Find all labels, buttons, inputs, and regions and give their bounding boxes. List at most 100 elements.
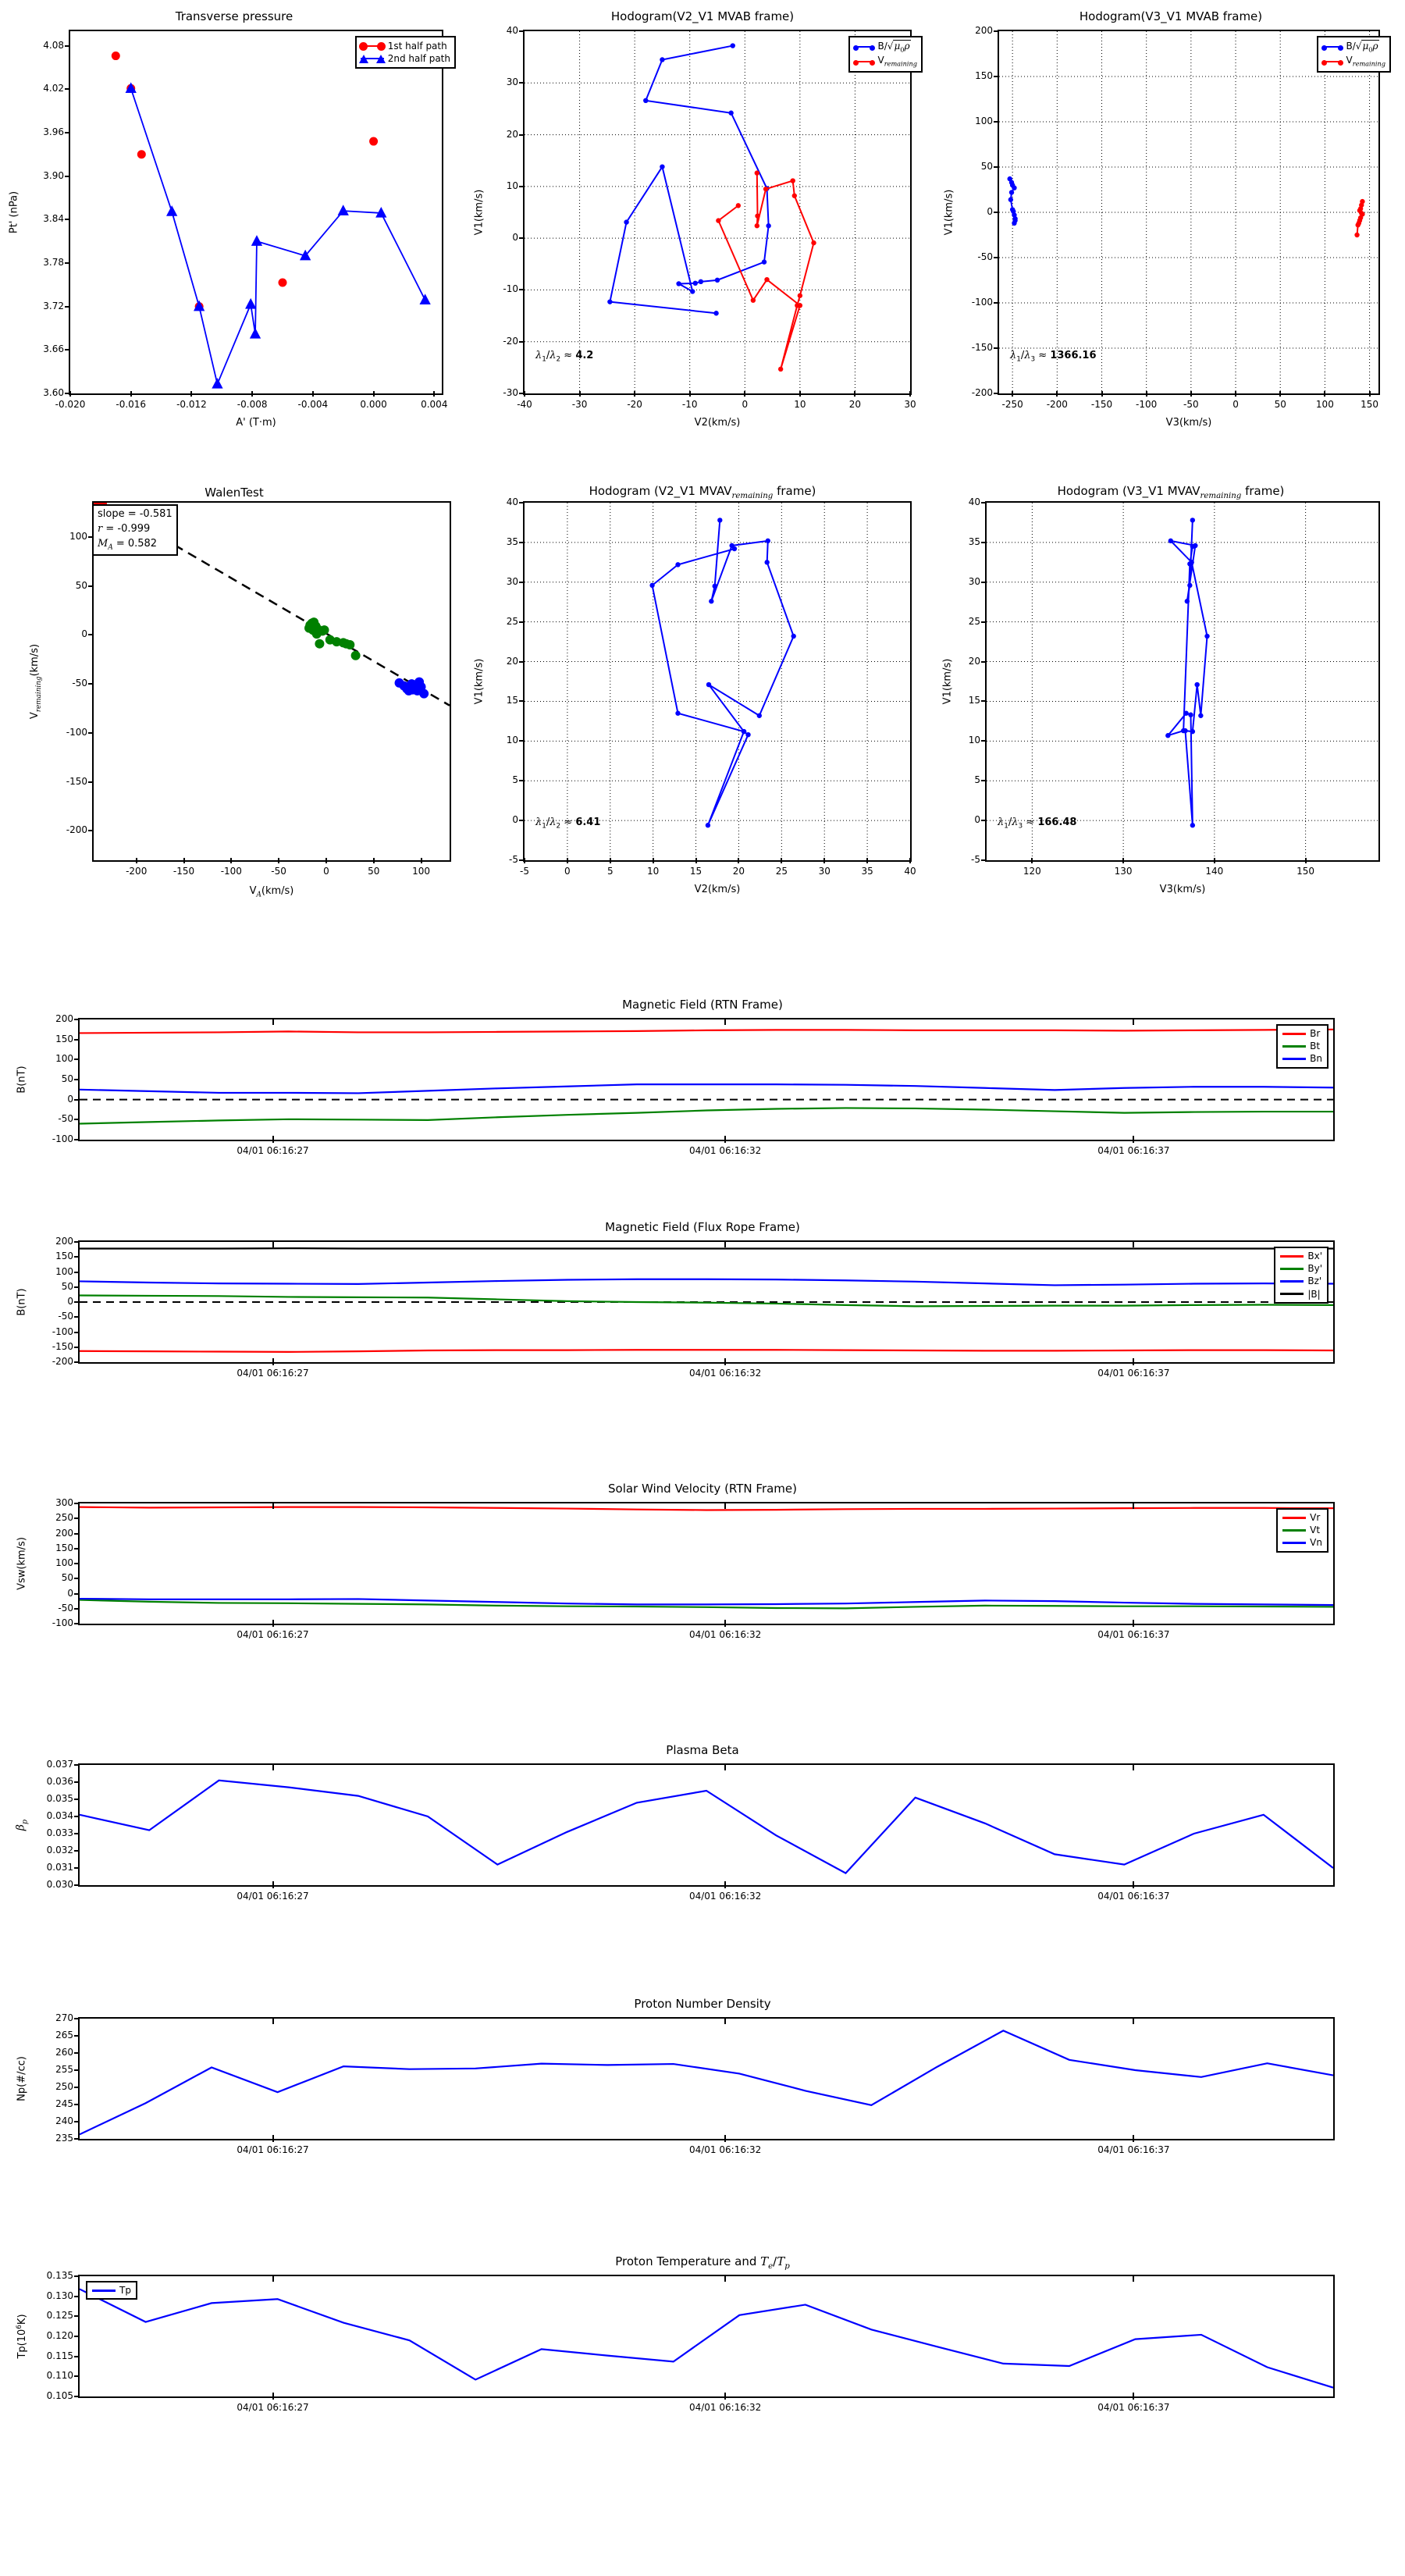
y-tick-mark xyxy=(74,1884,80,1886)
x-tick-mark xyxy=(1133,1136,1135,1143)
y-tick-label: 40 xyxy=(506,25,518,36)
y-tick-label: 0.115 xyxy=(46,2350,73,2361)
y-tick-mark xyxy=(981,660,987,663)
y-tick-mark xyxy=(74,2018,80,2019)
x-tick-mark xyxy=(433,391,436,397)
plot-area xyxy=(985,501,1380,862)
y-axis-label: B(nT) xyxy=(16,1066,28,1094)
legend-row: Tp xyxy=(92,2284,131,2297)
legend-transverse: 1st half path 2nd half path xyxy=(354,36,456,69)
circle-marker-icon xyxy=(358,42,386,52)
legend-label: Vr xyxy=(1310,1512,1321,1523)
x-tick-mark xyxy=(744,391,746,397)
x-tick-label: 04/01 06:16:32 xyxy=(688,1891,762,1902)
panel-walen-test: WalenTest -200 -150 -100 -50 0 50 100 -200 -150 -1… xyxy=(0,453,468,913)
x-tick-label: -10 xyxy=(681,399,698,410)
line-swatch-icon xyxy=(1282,1516,1307,1519)
series-Bz' xyxy=(80,1278,1333,1286)
y-tick-label: 0.120 xyxy=(46,2330,73,2341)
y-axis-label: B(nT) xyxy=(16,1288,28,1316)
y-tick-mark xyxy=(994,212,999,213)
y-tick-mark xyxy=(519,780,525,782)
plot-area: Tp xyxy=(78,2275,1335,2398)
y-tick-mark xyxy=(519,393,525,394)
y-tick-mark xyxy=(88,731,94,734)
y-tick-mark xyxy=(65,393,70,394)
x-tick-mark xyxy=(738,858,740,863)
y-tick-mark xyxy=(981,859,987,861)
y-tick-mark xyxy=(74,2375,80,2378)
y-tick-label: 50 xyxy=(61,1073,73,1084)
x-tick-mark xyxy=(724,1881,727,1888)
x-tick-label: 04/01 06:16:27 xyxy=(237,2402,309,2413)
y-tick-mark xyxy=(74,1781,80,1783)
y-tick-mark xyxy=(519,621,525,623)
y-tick-label: -50 xyxy=(58,1113,73,1125)
y-tick-label: -50 xyxy=(72,678,87,689)
x-tick-mark xyxy=(420,858,422,863)
y-tick-mark xyxy=(519,541,525,543)
plot-area: Br Bt Bn xyxy=(78,1018,1335,1141)
y-tick-mark xyxy=(65,88,70,91)
x-tick-label: -100 xyxy=(220,866,242,877)
chart-title: Proton Number Density xyxy=(634,1997,771,2011)
y-tick-label: 0.105 xyxy=(46,2390,73,2401)
y-tick-label: 0.110 xyxy=(46,2370,73,2382)
x-tick-mark xyxy=(652,858,654,863)
x-tick-label: 04/01 06:16:32 xyxy=(688,1368,762,1379)
y-tick-label: 4.08 xyxy=(43,39,64,51)
x-tick-mark-top xyxy=(272,1018,274,1025)
y-tick-label: 50 xyxy=(980,161,993,172)
x-tick-label: 50 xyxy=(368,866,380,877)
y-tick-mark xyxy=(74,2295,80,2297)
y-tick-mark xyxy=(981,740,987,742)
y-tick-mark xyxy=(74,1517,80,1520)
y-tick-mark xyxy=(994,30,999,32)
y-tick-label: -100 xyxy=(52,1617,73,1628)
y-axis-label: Tp(106K) xyxy=(15,2314,29,2359)
x-tick-label: 20 xyxy=(848,399,862,410)
y-tick-label: 0 xyxy=(987,206,993,217)
x-tick-mark xyxy=(1056,391,1058,397)
x-tick-label: 10 xyxy=(647,866,660,877)
line-swatch-icon xyxy=(1280,1279,1304,1283)
legend-label: B/√μ0ρ xyxy=(1346,40,1379,54)
y-tick-mark xyxy=(74,1578,80,1580)
y-tick-label: -20 xyxy=(503,335,518,347)
y-tick-label: -50 xyxy=(58,1311,73,1322)
y-tick-mark xyxy=(74,1799,80,1800)
legend-row: Bn xyxy=(1282,1052,1322,1065)
y-tick-label: 30 xyxy=(506,76,518,88)
y-tick-label: -150 xyxy=(52,1340,73,1352)
series-Vt xyxy=(80,1599,1333,1610)
x-tick-mark xyxy=(578,391,581,397)
y-tick-mark xyxy=(74,2087,80,2088)
y-tick-label: 10 xyxy=(506,180,518,191)
series-2nd half path xyxy=(125,82,431,389)
y-tick-mark xyxy=(74,1764,80,1766)
y-tick-label: 100 xyxy=(55,1265,73,1277)
x-tick-label: 04/01 06:16:27 xyxy=(237,1145,309,1156)
legend-label: Tp xyxy=(119,2285,131,2296)
x-tick-mark xyxy=(272,1358,274,1365)
x-tick-mark xyxy=(1012,391,1014,397)
legend-timeseries: Vr Vt Vn xyxy=(1276,1508,1329,1553)
x-tick-mark xyxy=(272,2135,274,2142)
legend-label: Vremaining xyxy=(877,55,918,68)
y-tick-label: 200 xyxy=(55,1236,73,1247)
x-tick-mark xyxy=(724,2135,727,2142)
y-tick-label: 3.84 xyxy=(43,213,64,225)
y-tick-mark xyxy=(74,1607,80,1610)
y-tick-mark xyxy=(74,2035,80,2037)
x-tick-mark xyxy=(1324,391,1326,397)
y-tick-label: 35 xyxy=(506,535,518,547)
line-marker-icon xyxy=(1321,59,1343,66)
y-tick-mark xyxy=(74,1301,80,1303)
x-tick-mark-top xyxy=(1133,1763,1135,1770)
x-tick-label: 04/01 06:16:27 xyxy=(237,2144,309,2155)
y-tick-mark xyxy=(519,820,525,822)
x-tick-mark xyxy=(724,1620,727,1627)
y-tick-mark xyxy=(74,1346,80,1348)
y-tick-mark xyxy=(74,1592,80,1595)
line-swatch-icon xyxy=(1282,1528,1307,1532)
